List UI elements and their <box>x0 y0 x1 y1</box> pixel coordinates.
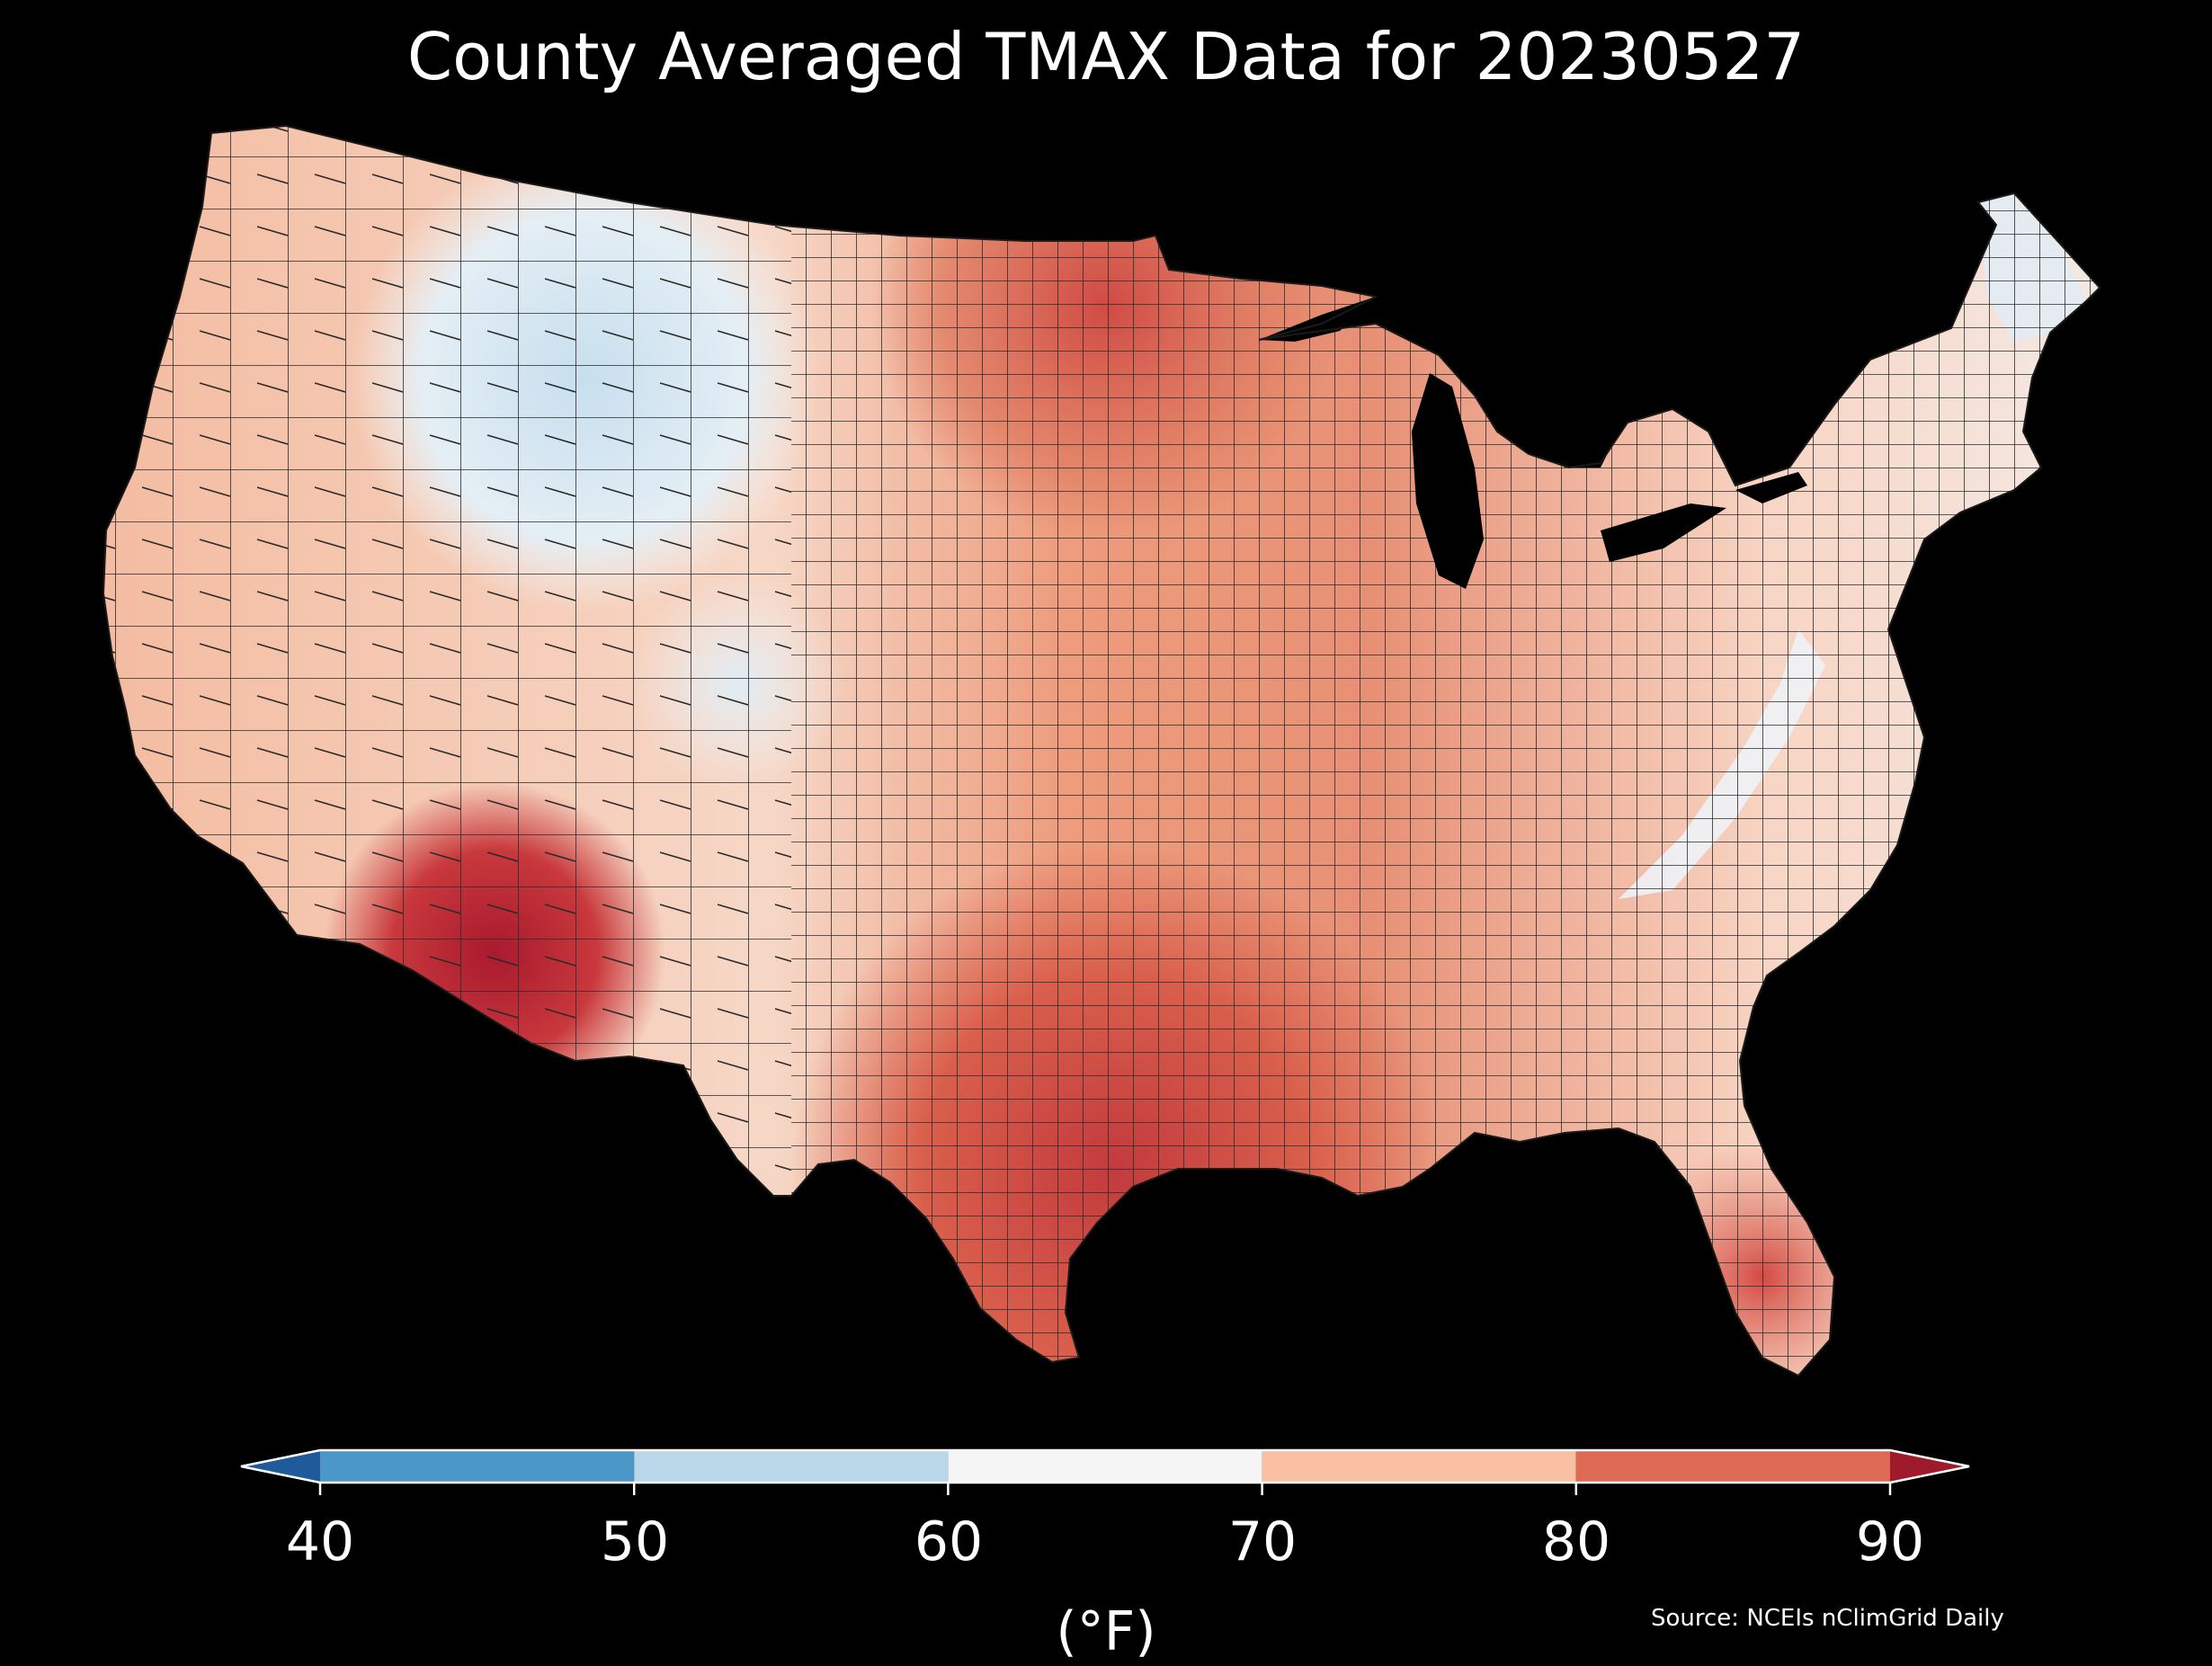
colorbar-tick-70: 70 <box>1227 1510 1298 1573</box>
great-lakes <box>1259 297 1807 589</box>
colorbar-tick-90: 90 <box>1855 1510 1925 1573</box>
source-credit: Source: NCEIs nClimGrid Daily <box>1651 1605 2004 1632</box>
map-title: County Averaged TMAX Data for 20230527 <box>406 19 1806 94</box>
colorbar-tick-60: 60 <box>914 1510 984 1573</box>
colorbar-unit-label: (°F) <box>1056 1600 1156 1663</box>
us-outline <box>102 124 2101 1377</box>
colorbar-tick-80: 80 <box>1541 1510 1611 1573</box>
colorbar-tick-40: 40 <box>285 1510 355 1573</box>
colorbar-tick-50: 50 <box>600 1510 670 1573</box>
